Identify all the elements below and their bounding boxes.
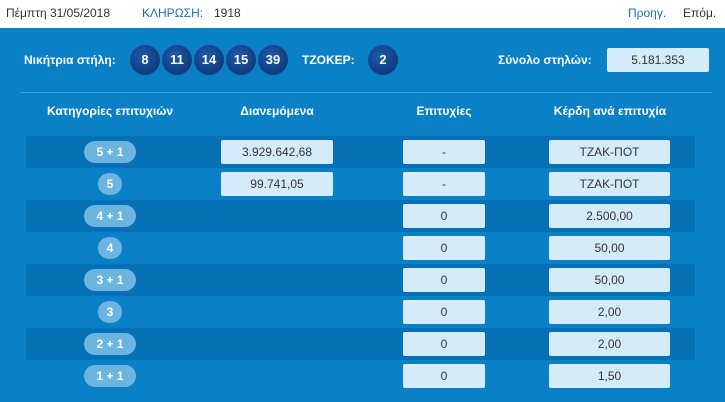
total-columns-label: Σύνολο στηλών: <box>498 53 592 67</box>
winners-value: 0 <box>403 300 485 324</box>
column-header-distributed: Διανεμόμενα <box>240 104 314 118</box>
divider <box>20 92 712 93</box>
draw-number: 1918 <box>214 6 241 20</box>
table-row: 2 + 1 0 2,00 <box>26 328 695 360</box>
table-row: 3 0 2,00 <box>26 296 695 328</box>
previous-link[interactable]: Προηγ. <box>628 6 667 20</box>
joker-label: ΤΖΟΚΕΡ: <box>302 53 355 67</box>
category-badge: 1 + 1 <box>84 365 136 387</box>
total-columns-value: 5.181.353 <box>607 48 709 72</box>
winners-value: 0 <box>403 268 485 292</box>
prize-value: ΤΖΑΚ-ΠΟΤ <box>549 172 670 196</box>
joker-ball: 2 <box>368 45 398 75</box>
category-badge: 3 + 1 <box>84 269 136 291</box>
winning-column-label: Νικήτρια στήλη: <box>24 53 116 67</box>
winning-number-ball: 15 <box>226 45 256 75</box>
table-row: 5 99.741,05 - ΤΖΑΚ-ΠΟΤ <box>26 168 695 200</box>
table-row: 4 + 1 0 2.500,00 <box>26 200 695 232</box>
prize-value: 50,00 <box>549 236 670 260</box>
next-link[interactable]: Επόμ. <box>683 6 717 20</box>
prize-value: 2.500,00 <box>549 204 670 228</box>
prize-value: 1,50 <box>549 364 670 388</box>
category-badge: 2 + 1 <box>84 333 136 355</box>
prize-value: 2,00 <box>549 300 670 324</box>
winners-value: - <box>403 172 485 196</box>
category-badge: 4 <box>98 237 122 259</box>
table-row: 1 + 1 0 1,50 <box>26 360 695 392</box>
table-row: 4 0 50,00 <box>26 232 695 264</box>
category-badge: 4 + 1 <box>84 205 136 227</box>
winners-value: 0 <box>403 364 485 388</box>
distributed-value: 99.741,05 <box>221 172 333 196</box>
winners-value: 0 <box>403 332 485 356</box>
column-header-prize: Κέρδη ανά επιτυχία <box>553 104 667 118</box>
winners-value: 0 <box>403 236 485 260</box>
category-badge: 5 + 1 <box>84 141 136 163</box>
top-bar: Πέμπτη 31/05/2018 ΚΛΗΡΩΣΗ: 1918 Προηγ. Ε… <box>0 0 725 28</box>
winning-number-ball: 14 <box>194 45 224 75</box>
draw-date: Πέμπτη 31/05/2018 <box>6 6 111 20</box>
winners-value: - <box>403 140 485 164</box>
table-row: 3 + 1 0 50,00 <box>26 264 695 296</box>
winning-number-ball: 8 <box>130 45 160 75</box>
prize-value: 2,00 <box>549 332 670 356</box>
column-header-categories: Κατηγορίες επιτυχιών <box>46 104 174 118</box>
distributed-value: 3.929.642,68 <box>221 140 333 164</box>
results-panel: Νικήτρια στήλη: 8 11 14 15 39 ΤΖΟΚΕΡ: 2 … <box>0 28 725 402</box>
winning-number-ball: 11 <box>162 45 192 75</box>
prize-value: 50,00 <box>549 268 670 292</box>
draw-label: ΚΛΗΡΩΣΗ: <box>142 6 204 20</box>
winning-number-ball: 39 <box>258 45 288 75</box>
prize-value: ΤΖΑΚ-ΠΟΤ <box>549 140 670 164</box>
column-header-winners: Επιτυχίες <box>416 104 472 118</box>
category-badge: 3 <box>98 301 122 323</box>
table-row: 5 + 1 3.929.642,68 - ΤΖΑΚ-ΠΟΤ <box>26 136 695 168</box>
winners-value: 0 <box>403 204 485 228</box>
category-badge: 5 <box>98 173 122 195</box>
